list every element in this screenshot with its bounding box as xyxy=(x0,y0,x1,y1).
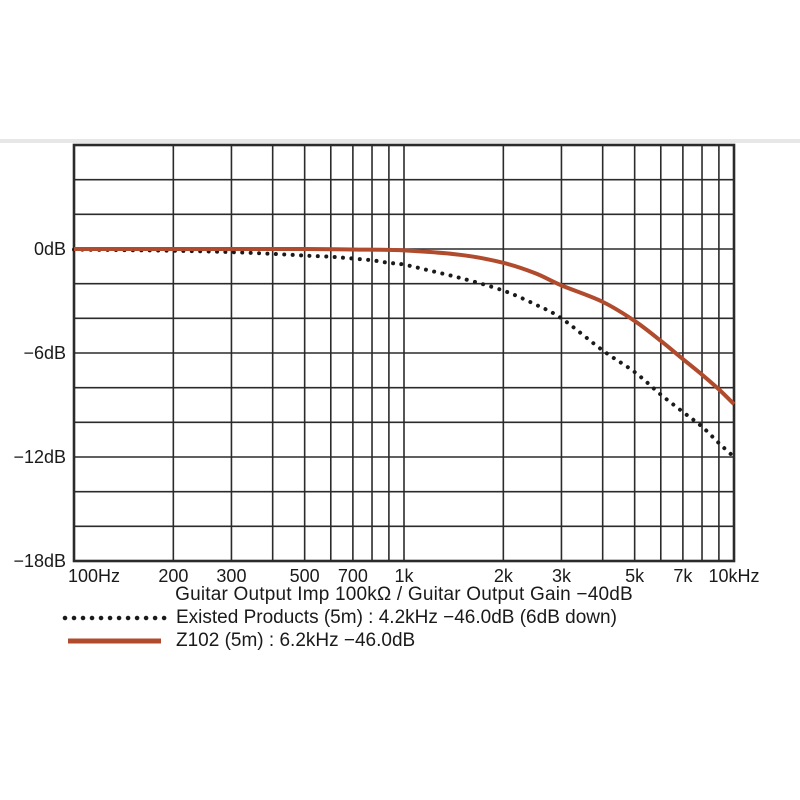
legend-item-z102: Z102 (5m) : 6.2kHz −46.0dB xyxy=(62,629,617,652)
dotted-line-swatch-icon xyxy=(62,615,168,620)
x-tick-label: 700 xyxy=(338,566,368,586)
x-tick-label: 3k xyxy=(552,566,572,586)
legend-item-existed-products: Existed Products (5m) : 4.2kHz −46.0dB (… xyxy=(62,606,617,629)
x-tick-label: 1k xyxy=(394,566,414,586)
x-tick-label: 100Hz xyxy=(68,566,120,586)
legend-label-existed-products: Existed Products (5m) : 4.2kHz −46.0dB (… xyxy=(176,606,617,628)
y-tick-label: −6dB xyxy=(23,343,66,363)
x-tick-label: 300 xyxy=(216,566,246,586)
y-tick-label: 0dB xyxy=(34,239,66,259)
x-axis-title: Guitar Output Imp 100kΩ / Guitar Output … xyxy=(175,584,633,605)
faint-separator-line xyxy=(0,139,800,143)
x-tick-label: 7k xyxy=(673,566,693,586)
x-tick-label: 2k xyxy=(494,566,514,586)
x-tick-label: 200 xyxy=(158,566,188,586)
x-tick-label: 5k xyxy=(625,566,645,586)
solid-line-swatch-icon xyxy=(68,638,161,643)
y-tick-label: −18dB xyxy=(13,551,66,571)
y-tick-label: −12dB xyxy=(13,447,66,467)
x-tick-label: 10kHz xyxy=(708,566,759,586)
plot-border xyxy=(72,143,736,563)
chart-legend: Existed Products (5m) : 4.2kHz −46.0dB (… xyxy=(62,606,617,652)
existed-products-curve xyxy=(72,247,736,459)
z102-curve xyxy=(74,246,736,406)
x-tick-label: 500 xyxy=(290,566,320,586)
legend-label-z102: Z102 (5m) : 6.2kHz −46.0dB xyxy=(176,629,416,651)
